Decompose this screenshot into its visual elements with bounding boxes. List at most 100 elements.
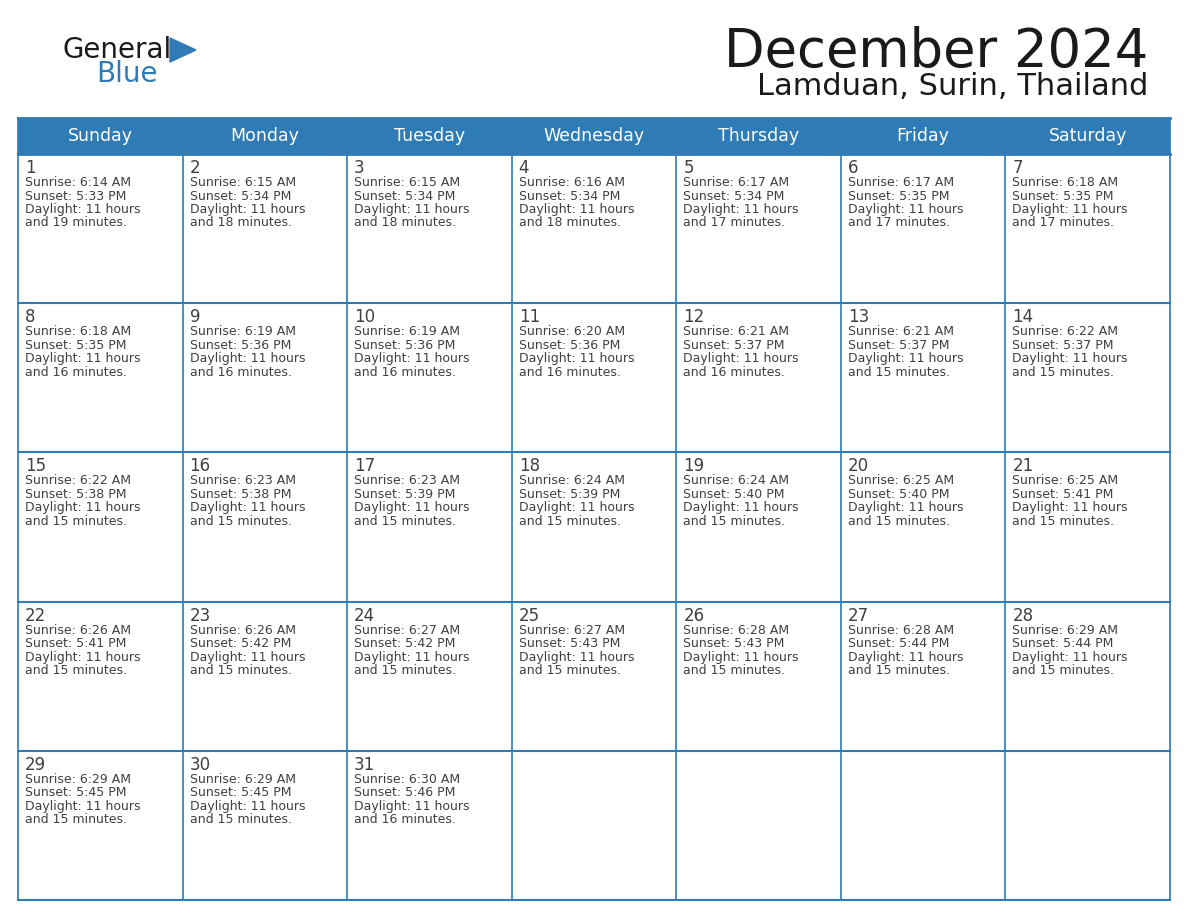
- Text: Daylight: 11 hours: Daylight: 11 hours: [190, 651, 305, 664]
- Text: Sunset: 5:35 PM: Sunset: 5:35 PM: [25, 339, 126, 352]
- Text: Sunrise: 6:22 AM: Sunrise: 6:22 AM: [1012, 325, 1118, 338]
- Text: 9: 9: [190, 308, 200, 326]
- Text: Daylight: 11 hours: Daylight: 11 hours: [25, 353, 140, 365]
- Bar: [18, 601, 1170, 751]
- Text: and 15 minutes.: and 15 minutes.: [848, 515, 950, 528]
- Text: Sunset: 5:41 PM: Sunset: 5:41 PM: [25, 637, 126, 650]
- Text: Daylight: 11 hours: Daylight: 11 hours: [683, 203, 798, 216]
- Text: Blue: Blue: [96, 60, 158, 88]
- Text: Sunrise: 6:24 AM: Sunrise: 6:24 AM: [683, 475, 789, 487]
- Text: and 15 minutes.: and 15 minutes.: [190, 664, 291, 677]
- Text: Sunrise: 6:23 AM: Sunrise: 6:23 AM: [354, 475, 460, 487]
- Text: Sunset: 5:38 PM: Sunset: 5:38 PM: [25, 487, 126, 501]
- Text: Sunset: 5:38 PM: Sunset: 5:38 PM: [190, 487, 291, 501]
- Text: and 15 minutes.: and 15 minutes.: [519, 664, 620, 677]
- Text: Sunrise: 6:19 AM: Sunrise: 6:19 AM: [354, 325, 460, 338]
- Text: Daylight: 11 hours: Daylight: 11 hours: [848, 203, 963, 216]
- Text: 14: 14: [1012, 308, 1034, 326]
- Text: Daylight: 11 hours: Daylight: 11 hours: [848, 353, 963, 365]
- Text: 10: 10: [354, 308, 375, 326]
- Text: Sunset: 5:40 PM: Sunset: 5:40 PM: [848, 487, 949, 501]
- Text: Sunrise: 6:21 AM: Sunrise: 6:21 AM: [683, 325, 789, 338]
- Text: 29: 29: [25, 756, 46, 774]
- Text: and 15 minutes.: and 15 minutes.: [848, 365, 950, 379]
- Text: Daylight: 11 hours: Daylight: 11 hours: [354, 203, 469, 216]
- Text: Daylight: 11 hours: Daylight: 11 hours: [519, 651, 634, 664]
- Text: 15: 15: [25, 457, 46, 476]
- Text: Sunrise: 6:15 AM: Sunrise: 6:15 AM: [190, 176, 296, 189]
- Bar: [18, 303, 1170, 453]
- Text: Sunset: 5:36 PM: Sunset: 5:36 PM: [519, 339, 620, 352]
- Text: 8: 8: [25, 308, 36, 326]
- Text: and 16 minutes.: and 16 minutes.: [190, 365, 291, 379]
- Text: Sunset: 5:41 PM: Sunset: 5:41 PM: [1012, 487, 1114, 501]
- Text: Sunset: 5:37 PM: Sunset: 5:37 PM: [848, 339, 949, 352]
- Text: December 2024: December 2024: [723, 26, 1148, 78]
- Text: 20: 20: [848, 457, 868, 476]
- Text: and 15 minutes.: and 15 minutes.: [25, 664, 127, 677]
- Text: Daylight: 11 hours: Daylight: 11 hours: [1012, 651, 1127, 664]
- Text: 17: 17: [354, 457, 375, 476]
- Text: 12: 12: [683, 308, 704, 326]
- Polygon shape: [170, 38, 196, 62]
- Text: Friday: Friday: [897, 127, 949, 145]
- Text: Sunrise: 6:27 AM: Sunrise: 6:27 AM: [519, 623, 625, 636]
- Text: Daylight: 11 hours: Daylight: 11 hours: [190, 800, 305, 812]
- Text: Sunrise: 6:20 AM: Sunrise: 6:20 AM: [519, 325, 625, 338]
- Text: 28: 28: [1012, 607, 1034, 624]
- Text: Sunset: 5:43 PM: Sunset: 5:43 PM: [519, 637, 620, 650]
- Text: Daylight: 11 hours: Daylight: 11 hours: [683, 501, 798, 514]
- Text: Sunset: 5:46 PM: Sunset: 5:46 PM: [354, 787, 455, 800]
- Text: Sunset: 5:34 PM: Sunset: 5:34 PM: [683, 189, 784, 203]
- Text: Sunset: 5:33 PM: Sunset: 5:33 PM: [25, 189, 126, 203]
- Text: Daylight: 11 hours: Daylight: 11 hours: [1012, 353, 1127, 365]
- Text: 7: 7: [1012, 159, 1023, 177]
- Text: and 15 minutes.: and 15 minutes.: [25, 813, 127, 826]
- Text: Daylight: 11 hours: Daylight: 11 hours: [354, 353, 469, 365]
- Text: Sunrise: 6:26 AM: Sunrise: 6:26 AM: [25, 623, 131, 636]
- Text: Daylight: 11 hours: Daylight: 11 hours: [354, 651, 469, 664]
- Text: Sunday: Sunday: [68, 127, 133, 145]
- Text: Sunrise: 6:16 AM: Sunrise: 6:16 AM: [519, 176, 625, 189]
- Text: and 18 minutes.: and 18 minutes.: [519, 217, 620, 230]
- Text: Sunset: 5:34 PM: Sunset: 5:34 PM: [190, 189, 291, 203]
- Text: and 15 minutes.: and 15 minutes.: [190, 515, 291, 528]
- Text: and 15 minutes.: and 15 minutes.: [1012, 515, 1114, 528]
- Text: Sunset: 5:37 PM: Sunset: 5:37 PM: [683, 339, 785, 352]
- Text: Sunset: 5:35 PM: Sunset: 5:35 PM: [848, 189, 949, 203]
- Text: Daylight: 11 hours: Daylight: 11 hours: [190, 501, 305, 514]
- Text: Sunrise: 6:21 AM: Sunrise: 6:21 AM: [848, 325, 954, 338]
- Text: Sunrise: 6:28 AM: Sunrise: 6:28 AM: [683, 623, 789, 636]
- Text: 21: 21: [1012, 457, 1034, 476]
- Text: Sunset: 5:37 PM: Sunset: 5:37 PM: [1012, 339, 1114, 352]
- Bar: [18, 154, 1170, 303]
- Text: Daylight: 11 hours: Daylight: 11 hours: [519, 501, 634, 514]
- Text: Sunrise: 6:18 AM: Sunrise: 6:18 AM: [1012, 176, 1119, 189]
- Text: Sunrise: 6:23 AM: Sunrise: 6:23 AM: [190, 475, 296, 487]
- Text: 3: 3: [354, 159, 365, 177]
- Text: and 16 minutes.: and 16 minutes.: [683, 365, 785, 379]
- Text: Monday: Monday: [230, 127, 299, 145]
- Text: Daylight: 11 hours: Daylight: 11 hours: [190, 353, 305, 365]
- Text: Daylight: 11 hours: Daylight: 11 hours: [683, 353, 798, 365]
- Text: Sunrise: 6:29 AM: Sunrise: 6:29 AM: [1012, 623, 1118, 636]
- Text: Sunset: 5:42 PM: Sunset: 5:42 PM: [354, 637, 455, 650]
- Bar: [18, 751, 1170, 900]
- Text: and 16 minutes.: and 16 minutes.: [354, 365, 456, 379]
- Text: 19: 19: [683, 457, 704, 476]
- Text: and 15 minutes.: and 15 minutes.: [25, 515, 127, 528]
- Text: 23: 23: [190, 607, 210, 624]
- Text: Daylight: 11 hours: Daylight: 11 hours: [354, 501, 469, 514]
- Text: and 17 minutes.: and 17 minutes.: [683, 217, 785, 230]
- Text: Sunrise: 6:24 AM: Sunrise: 6:24 AM: [519, 475, 625, 487]
- Text: 16: 16: [190, 457, 210, 476]
- Text: Sunset: 5:45 PM: Sunset: 5:45 PM: [190, 787, 291, 800]
- Text: 27: 27: [848, 607, 868, 624]
- Text: Daylight: 11 hours: Daylight: 11 hours: [25, 203, 140, 216]
- Text: Sunrise: 6:29 AM: Sunrise: 6:29 AM: [190, 773, 296, 786]
- Bar: [18, 453, 1170, 601]
- Text: General: General: [62, 36, 171, 64]
- Text: 24: 24: [354, 607, 375, 624]
- Text: Daylight: 11 hours: Daylight: 11 hours: [683, 651, 798, 664]
- Bar: [18, 118, 1170, 154]
